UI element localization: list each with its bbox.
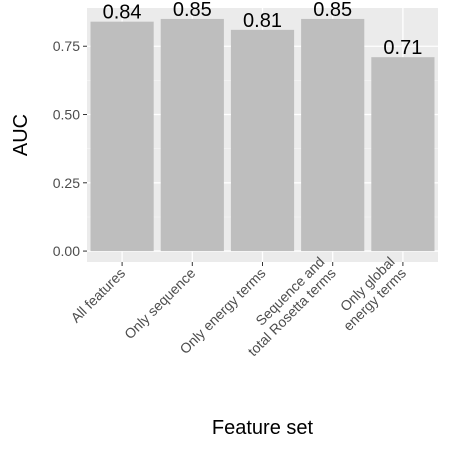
- bar-value-label: 0.85: [173, 0, 212, 21]
- bar: [160, 18, 224, 252]
- bar-value-label: 0.85: [313, 0, 352, 21]
- x-tick-label: Sequence andtotal Rosetta terms: [233, 253, 339, 359]
- bar: [90, 21, 154, 252]
- y-tick-label: 0.25: [53, 175, 80, 191]
- y-tick-label: 0.75: [53, 38, 80, 54]
- bar-value-label: 0.84: [103, 2, 142, 24]
- x-axis-title: Feature set: [212, 417, 314, 439]
- y-tick-label: 0.50: [53, 107, 80, 123]
- value-labels: 0.84 0.85 0.81 0.85 0.71: [103, 0, 423, 59]
- bar: [371, 57, 435, 252]
- bar: [301, 18, 365, 252]
- x-tick-label: All features: [67, 265, 128, 326]
- y-axis: 0.00 0.25 0.50 0.75: [53, 38, 87, 259]
- bar-value-label: 0.81: [243, 10, 282, 32]
- y-axis-title: AUC: [10, 114, 32, 156]
- bar: [230, 29, 295, 252]
- bar-value-label: 0.71: [383, 37, 422, 59]
- x-tick-label: Only sequence: [121, 265, 199, 343]
- x-tick-label-line: Only sequence: [121, 265, 199, 343]
- y-tick-label: 0.00: [53, 243, 80, 259]
- bars: [90, 18, 435, 252]
- x-tick-label-line: All features: [67, 265, 128, 326]
- x-tick-label: Only globalenergy terms: [329, 253, 409, 333]
